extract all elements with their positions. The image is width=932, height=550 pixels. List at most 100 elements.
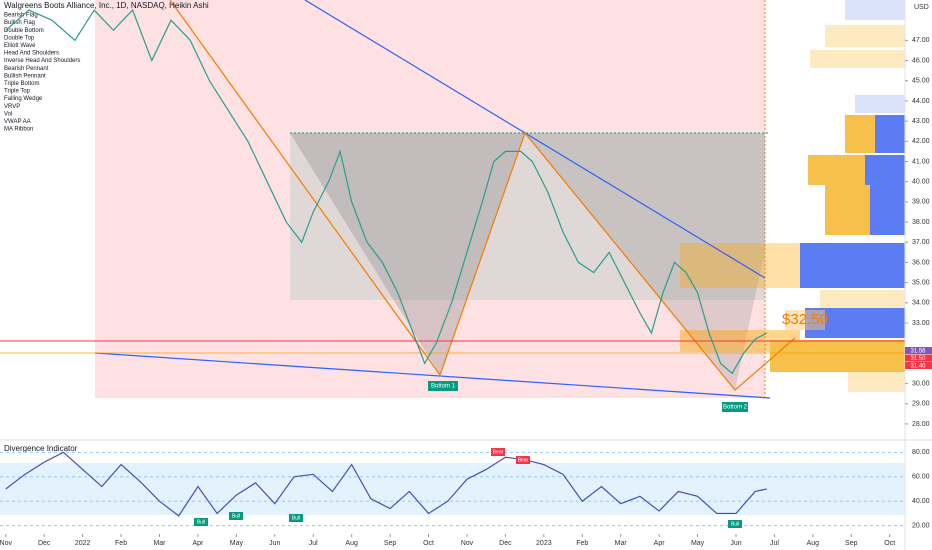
indicator-name: Triple Top	[4, 89, 31, 95]
pattern-zone	[95, 0, 765, 398]
price-tag	[905, 347, 932, 354]
price-tag	[905, 354, 932, 362]
signal-box	[516, 456, 530, 464]
signal-box	[491, 448, 505, 456]
y-tick-label: 47.00	[912, 37, 930, 44]
x-tick-label: Jun	[269, 540, 280, 547]
signal: Bear	[493, 449, 504, 455]
indicator-name: Head And Shoulders	[4, 51, 59, 57]
y-tick-label: 44.00	[912, 98, 930, 105]
x-tick-label: Sep	[845, 540, 858, 547]
volume-profile	[770, 0, 905, 392]
y-tick-label: 43.00	[912, 118, 930, 125]
y-tick-label: 37.00	[912, 239, 930, 246]
y-tick-label: 46.00	[912, 57, 930, 64]
pane-title: Divergence Indicator	[4, 444, 78, 453]
y-tick-label: 39.00	[912, 199, 930, 206]
signal: Bull	[731, 521, 739, 527]
x-tick-label: Aug	[807, 540, 820, 547]
x-tick-label: Sep	[384, 540, 397, 547]
annotation-box	[722, 402, 748, 412]
trend-line	[94, 352, 771, 399]
x-tick-label: May	[691, 540, 705, 547]
signal-box	[289, 514, 303, 522]
indicator-name: Inverse Head And Shoulders	[4, 58, 80, 64]
signal: Bull	[292, 515, 300, 521]
y-tick-label: 38.00	[912, 219, 930, 226]
x-tick-label: Aug	[345, 540, 358, 547]
y-tick-label: 45.00	[912, 78, 930, 85]
signal-box	[194, 518, 208, 526]
wedge	[525, 133, 765, 390]
x-tick-label: Dec	[38, 540, 51, 547]
indicator-name: Bullish Flag	[4, 20, 35, 26]
signal: Bull	[232, 513, 240, 519]
price-tag	[905, 362, 932, 369]
currency: USD	[914, 4, 929, 11]
price-tag-label: 31.56	[910, 349, 926, 355]
y-tick-label: 80.00	[912, 449, 930, 456]
box	[680, 243, 800, 288]
indicator-name: Double Bottom	[4, 28, 44, 34]
x-tick-label: Jul	[309, 540, 318, 547]
x-tick-label: Apr	[654, 540, 666, 547]
series-line	[5, 451, 767, 517]
indicator-name: VWAP AA	[4, 119, 31, 125]
x-tick-label: Nov	[0, 540, 12, 547]
signal-box	[229, 512, 243, 520]
x-tick-label: 2022	[75, 540, 91, 547]
x-tick-label: May	[230, 540, 244, 547]
annotation: Bottom 2	[723, 405, 748, 411]
indicator-name: VRVP	[4, 104, 20, 110]
x-tick-label: Oct	[423, 540, 434, 547]
y-tick-label: 20.00	[912, 523, 930, 530]
y-tick-label: 28.00	[912, 421, 930, 428]
indicator-name: Falling Wedge	[4, 96, 43, 102]
chart-title: Walgreens Boots Alliance, Inc., 1D, NASD…	[4, 1, 209, 10]
trend-line	[304, 0, 766, 279]
annotation: $32.50	[782, 311, 828, 328]
annotation-box	[428, 381, 458, 391]
wedge	[290, 133, 525, 375]
signal: Bear	[518, 457, 529, 463]
price-tag-label: 31.40	[910, 364, 926, 370]
x-tick-label: Feb	[115, 540, 127, 547]
y-tick-label: 29.00	[912, 401, 930, 408]
indicator-name: Elliott Wave	[4, 43, 36, 49]
y-tick-label: 33.00	[912, 320, 930, 327]
rsi-band	[0, 463, 905, 515]
indicator-name: Vol	[4, 111, 12, 117]
annotation: Bottom 1	[431, 384, 456, 390]
y-tick-label: 41.00	[912, 158, 930, 165]
x-tick-label: Dec	[499, 540, 512, 547]
indicator-name: Bearish Pennant	[4, 66, 49, 72]
annotation-box	[785, 310, 825, 330]
x-tick-label: Mar	[615, 540, 628, 547]
signal: Bull	[197, 519, 205, 525]
x-tick-label: Feb	[576, 540, 588, 547]
indicator-name: Bullish Pennant	[4, 73, 46, 79]
y-tick-label: 60.00	[912, 474, 930, 481]
indicator-name: Triple Bottom	[4, 81, 39, 87]
x-tick-label: Jun	[730, 540, 741, 547]
y-tick-label: 40.00	[912, 179, 930, 186]
x-tick-label: Mar	[153, 540, 166, 547]
series-line	[5, 8, 768, 375]
x-tick-label: Jul	[770, 540, 779, 547]
y-tick-label: 34.00	[912, 300, 930, 307]
y-tick-label: 35.00	[912, 279, 930, 286]
x-tick-label: 2023	[536, 540, 552, 547]
y-tick-label: 36.00	[912, 259, 930, 266]
indicator-name: MA Ribbon	[4, 127, 33, 133]
signal-box	[728, 520, 742, 528]
x-tick-label: Apr	[192, 540, 204, 547]
x-tick-label: Nov	[461, 540, 474, 547]
y-tick-label: 40.00	[912, 498, 930, 505]
indicator-name: Double Top	[4, 35, 35, 41]
pattern-line	[169, 0, 796, 391]
price-tag-label: 31.50	[910, 356, 926, 362]
indicator-name: Bearish Flag	[4, 13, 38, 19]
y-tick-label: 42.00	[912, 138, 930, 145]
